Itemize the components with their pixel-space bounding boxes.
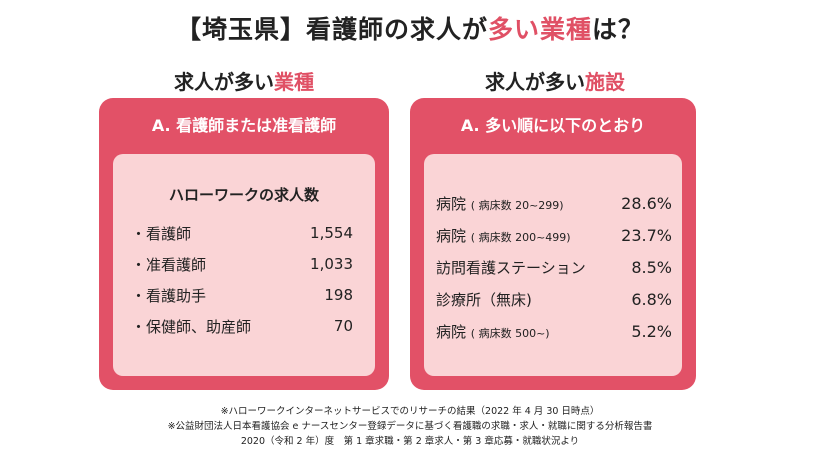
title-highlight: 多い業種 [487, 15, 592, 44]
facility-label: 診療所（無床) [436, 290, 532, 309]
facility-share: 8.5% [631, 257, 672, 277]
facility-label: 病院 ( 病床数 200~499) [436, 226, 571, 245]
facility-label: 訪問看護ステーション [436, 258, 586, 277]
hellowork-jobs-title: ハローワークの求人数 [168, 186, 319, 204]
list-item: ・看護助手 198 [131, 283, 353, 307]
facility-share: 23.7% [621, 225, 672, 245]
item-value: 1,554 [310, 224, 353, 242]
facility-heading: 求人が多い施設 [410, 66, 700, 95]
title-suffix: は？ [592, 15, 645, 44]
page-title: 【埼玉県】看護師の求人が多い業種は？ [0, 10, 820, 46]
source-note: ※公益財団法人日本看護協会 e ナースセンター登録データに基づく看護職の求職・求… [167, 421, 653, 432]
industry-heading: 求人が多い業種 [99, 66, 389, 95]
facility-card: A. 多い順に以下のとおり 病院 ( 病床数 20~299) 28.6% 病院 … [410, 98, 696, 390]
source-notes: ※ハローワークインターネットサービスでのリサーチの結果（2022 年 4 月 3… [0, 404, 820, 449]
source-note: ※ハローワークインターネットサービスでのリサーチの結果（2022 年 4 月 3… [220, 406, 600, 417]
list-item: 訪問看護ステーション 8.5% [436, 255, 672, 279]
industry-heading-highlight: 業種 [274, 70, 314, 94]
facility-share: 6.8% [631, 289, 672, 309]
facility-heading-prefix: 求人が多い [485, 70, 585, 94]
facility-share: 5.2% [631, 321, 672, 341]
facility-share: 28.6% [621, 193, 672, 213]
list-item: ・看護師 1,554 [131, 221, 353, 245]
bed-count-note: ( 病床数 500~) [470, 326, 550, 340]
list-item: ・保健師、助産師 70 [131, 314, 353, 338]
source-note: 2020（令和 2 年）度 第 1 章求職・第 2 章求人・第 3 章応募・就職… [240, 436, 580, 447]
list-item: 診療所（無床) 6.8% [436, 287, 672, 311]
facility-heading-highlight: 施設 [585, 70, 625, 94]
item-value: 70 [333, 317, 353, 335]
bed-count-note: ( 病床数 20~299) [470, 198, 564, 212]
facility-card-title: A. 多い順に以下のとおり [460, 116, 646, 135]
item-value: 198 [324, 286, 353, 304]
industry-heading-prefix: 求人が多い [174, 70, 274, 94]
industry-card: A. 看護師または准看護師 ハローワークの求人数 ・看護師 1,554 ・准看護… [99, 98, 389, 390]
industry-card-title: A. 看護師または准看護師 [151, 116, 337, 135]
bed-count-note: ( 病床数 200~499) [470, 230, 571, 244]
facility-label: 病院 ( 病床数 20~299) [436, 194, 564, 213]
item-label: ・看護師 [131, 224, 192, 243]
item-value: 1,033 [310, 255, 353, 273]
industry-panel: ハローワークの求人数 ・看護師 1,554 ・准看護師 1,033 ・看護助手 … [113, 154, 375, 376]
list-item: 病院 ( 病床数 20~299) 28.6% [436, 191, 672, 215]
item-label: ・保健師、助産師 [131, 317, 252, 336]
facility-label: 病院 ( 病床数 500~) [436, 322, 550, 341]
list-item: ・准看護師 1,033 [131, 252, 353, 276]
item-label: ・看護助手 [131, 286, 207, 305]
facility-panel: 病院 ( 病床数 20~299) 28.6% 病院 ( 病床数 200~499)… [424, 154, 682, 376]
list-item: 病院 ( 病床数 200~499) 23.7% [436, 223, 672, 247]
list-item: 病院 ( 病床数 500~) 5.2% [436, 319, 672, 343]
item-label: ・准看護師 [131, 255, 207, 274]
title-prefix: 【埼玉県】看護師の求人が [175, 15, 488, 44]
